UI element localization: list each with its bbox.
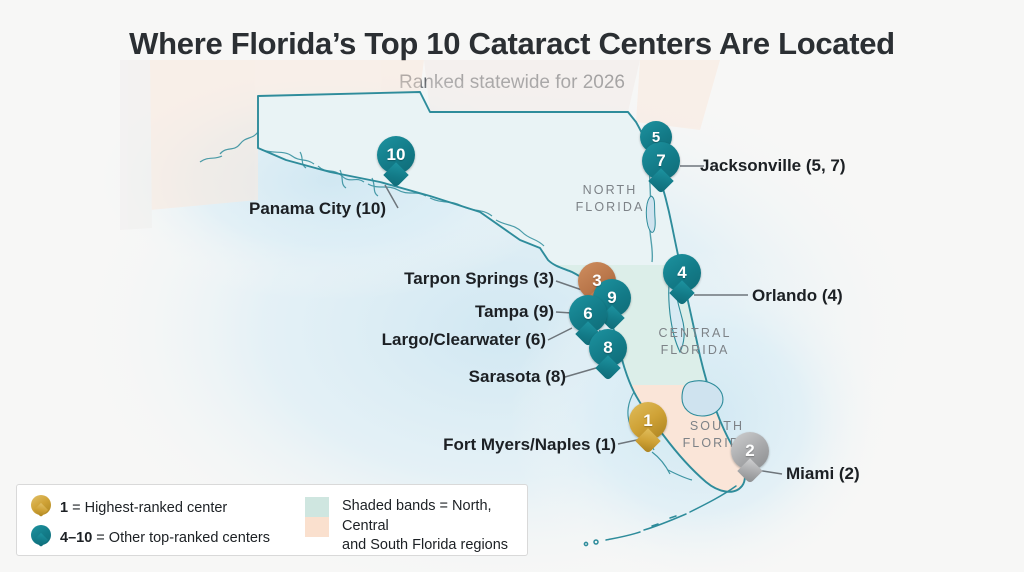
pin-rank-label: 10 [386, 145, 406, 164]
callout-panama-city: Panama City (10) [249, 199, 386, 218]
gold-pin-icon [31, 495, 51, 521]
pin-rank-label: 4 [677, 263, 687, 282]
legend-gold-rank: 1 [60, 500, 69, 516]
florida-keys [583, 485, 737, 547]
legend-item-other-ranked: 4–10 = Other top-ranked centers [31, 525, 270, 551]
legend-box: 1 = Highest-ranked center 4–10 = Other t… [16, 484, 528, 556]
callout-jacksonville: Jacksonville (5, 7) [700, 156, 846, 175]
pin-rank-label: 5 [651, 128, 661, 146]
pin-rank-label: 8 [603, 338, 613, 357]
coastline-detail [199, 131, 545, 247]
legend-bands-text: Shaded bands = North, Central and South … [342, 497, 527, 556]
pin-rank-label: 1 [643, 411, 653, 430]
band-swatches [305, 497, 329, 537]
legend-teal-text: 4–10 = Other top-ranked centers [60, 530, 270, 546]
page-title: Where Florida’s Top 10 Cataract Centers … [129, 26, 895, 61]
callout-largo-clearwater: Largo/Clearwater (6) [381, 330, 546, 349]
legend-teal-desc: = Other top-ranked centers [96, 530, 270, 546]
pin-rank-label: 6 [583, 304, 593, 323]
legend-teal-rank: 4–10 [60, 530, 93, 546]
callout-tarpon-springs: Tarpon Springs (3) [404, 269, 554, 288]
callout-orlando: Orlando (4) [752, 286, 843, 305]
callout-sarasota: Sarasota (8) [468, 367, 566, 386]
callout-fort-myers-naples: Fort Myers/Naples (1) [443, 435, 616, 454]
legend-gold-desc: = Highest-ranked center [72, 500, 228, 516]
legend-item-shaded-bands: Shaded bands = North, Central and South … [305, 497, 527, 556]
pin-rank-label: 9 [607, 288, 617, 307]
pin-rank-label: 3 [592, 271, 602, 290]
region-label-north-florida: NORTH FLORIDA [575, 183, 645, 214]
leader-lines [384, 165, 783, 475]
legend-gold-text: 1 = Highest-ranked center [60, 500, 227, 516]
mint-band-swatch [305, 497, 329, 517]
teal-pin-icon [31, 525, 51, 551]
pin-rank-label: 2 [745, 441, 755, 460]
region-label-central-florida: CENTRAL FLORIDA [658, 326, 732, 357]
legend-bands-line1: Shaded bands = North, Central [342, 498, 492, 534]
legend-item-highest-ranked: 1 = Highest-ranked center [31, 495, 227, 521]
callout-miami: Miami (2) [786, 464, 860, 483]
callout-tampa: Tampa (9) [474, 302, 554, 321]
peach-band-swatch [305, 517, 329, 537]
legend-bands-line2: and South Florida regions [342, 537, 509, 554]
neighboring-states [120, 60, 720, 230]
pin-rank-label: 7 [656, 151, 666, 170]
